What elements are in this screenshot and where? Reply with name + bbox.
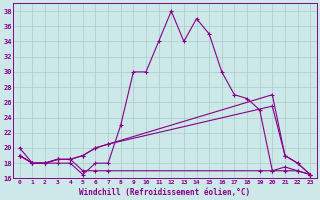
X-axis label: Windchill (Refroidissement éolien,°C): Windchill (Refroidissement éolien,°C)	[79, 188, 251, 197]
